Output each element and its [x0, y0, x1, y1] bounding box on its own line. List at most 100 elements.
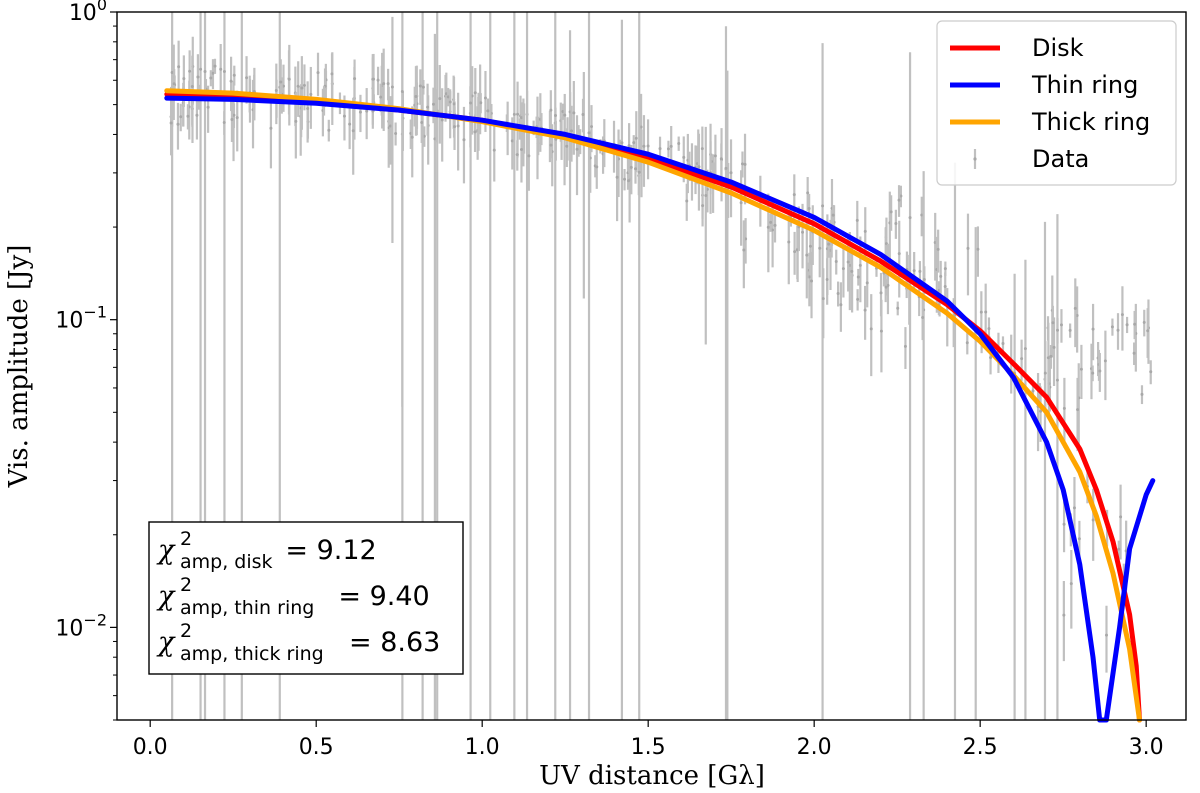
legend: Disk Thin ring Thick ring Data [936, 20, 1177, 186]
data-point [858, 263, 862, 267]
data-point [886, 283, 890, 287]
data-point [1056, 328, 1060, 332]
data-point [1049, 354, 1053, 358]
annotation-chi-symbol: χ [156, 627, 176, 658]
data-point [889, 210, 893, 214]
data-point [1052, 345, 1056, 349]
data-point [486, 109, 490, 113]
data-point [639, 125, 643, 129]
data-point [879, 291, 883, 295]
data-point [807, 206, 811, 210]
data-point [918, 269, 922, 273]
data-point [821, 297, 825, 301]
data-point [793, 250, 797, 254]
data-point [353, 77, 357, 81]
x-tick-label: 1.5 [631, 735, 666, 760]
model-curves-layer [164, 88, 1156, 723]
data-point [448, 100, 452, 104]
data-point [801, 230, 805, 234]
data-point [549, 143, 553, 147]
data-point [510, 139, 514, 143]
data-point [897, 198, 901, 202]
data-point [444, 92, 448, 96]
data-point [633, 167, 637, 171]
plot-frame [116, 11, 1187, 721]
legend-label: Disk [1032, 34, 1084, 62]
data-point [453, 125, 457, 129]
data-point [595, 165, 599, 169]
data-point [414, 94, 418, 98]
data-point [884, 285, 888, 289]
data-point [176, 122, 180, 126]
data-point [1001, 342, 1005, 346]
data-point [989, 356, 993, 360]
data-point [420, 121, 424, 125]
data-point [1125, 323, 1129, 327]
data-point [620, 141, 624, 145]
data-point [229, 79, 233, 83]
data-point [1051, 321, 1055, 325]
y-tick-label: 10−2 [55, 610, 107, 641]
data-point [179, 115, 183, 119]
data-point [287, 77, 291, 81]
annotation-chi-symbol: χ [156, 535, 176, 566]
data-point [269, 126, 273, 130]
data-point [719, 157, 723, 161]
annotation-subscript: amp, thin ring [180, 597, 314, 619]
data-point [492, 148, 496, 152]
data-point [279, 80, 283, 84]
data-point [431, 102, 435, 106]
data-point [386, 82, 390, 86]
data-point [1072, 506, 1076, 510]
data-point [921, 315, 925, 319]
x-tick-label: 2.5 [963, 735, 998, 760]
data-point [1062, 613, 1066, 617]
data-point [527, 154, 531, 158]
data-point [834, 260, 838, 264]
data-point [1110, 325, 1114, 329]
data-point [632, 141, 636, 145]
legend-marker [973, 157, 977, 161]
data-point [724, 166, 728, 170]
data-point [637, 170, 641, 174]
data-point [821, 204, 825, 208]
data-point [627, 179, 631, 183]
data-point [421, 85, 425, 89]
data-point [879, 329, 883, 333]
data-point [976, 247, 980, 251]
data-point [766, 225, 770, 229]
data-point [1023, 347, 1027, 351]
data-point [865, 281, 869, 285]
annotation-subscript: amp, disk [180, 551, 273, 573]
data-point [376, 78, 380, 82]
data-point [1103, 359, 1107, 363]
data-point [1039, 409, 1043, 413]
data-point [863, 229, 867, 233]
data-point [863, 308, 867, 312]
data-point [1020, 357, 1024, 361]
data-point [792, 193, 796, 197]
data-point [773, 223, 777, 227]
data-point [219, 67, 223, 71]
data-point [979, 310, 983, 314]
data-point [1046, 356, 1050, 360]
data-point [1117, 547, 1121, 551]
data-point [1077, 537, 1081, 541]
data-point [839, 303, 843, 307]
data-point [912, 269, 916, 273]
data-point [936, 247, 940, 251]
x-tick-label: 3.0 [1129, 735, 1164, 760]
data-point [700, 147, 704, 151]
data-point [1132, 351, 1136, 355]
annotation-frame [148, 521, 464, 675]
data-point [1068, 328, 1072, 332]
data-point [1140, 392, 1144, 396]
data-point [1073, 306, 1077, 310]
annotation-subscript: amp, thick ring [180, 643, 324, 665]
data-point [516, 112, 520, 116]
data-point [309, 92, 313, 96]
data-point [1043, 371, 1047, 375]
